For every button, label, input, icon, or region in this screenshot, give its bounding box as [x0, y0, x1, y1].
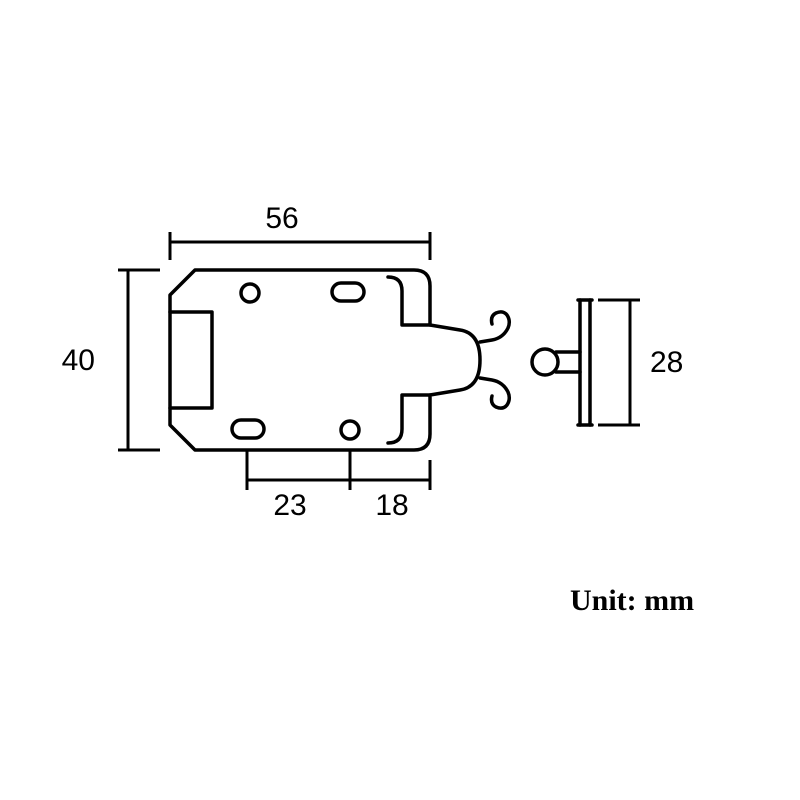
strike-plate — [532, 300, 592, 425]
dim-strike-28 — [598, 300, 640, 425]
dim-height-40 — [118, 270, 160, 450]
dimension-drawing: 56 40 31 23 18 28 — [0, 0, 800, 800]
latch-body — [170, 270, 509, 450]
dim-40-label: 40 — [62, 344, 95, 377]
unit-label: Unit: mm — [570, 584, 694, 617]
dim-28-label: 28 — [650, 346, 683, 379]
dim-23-label: 23 — [273, 489, 306, 522]
dim-56-label: 56 — [265, 202, 298, 235]
dim-width-56 — [170, 232, 430, 260]
dim-18-label: 18 — [375, 489, 408, 522]
